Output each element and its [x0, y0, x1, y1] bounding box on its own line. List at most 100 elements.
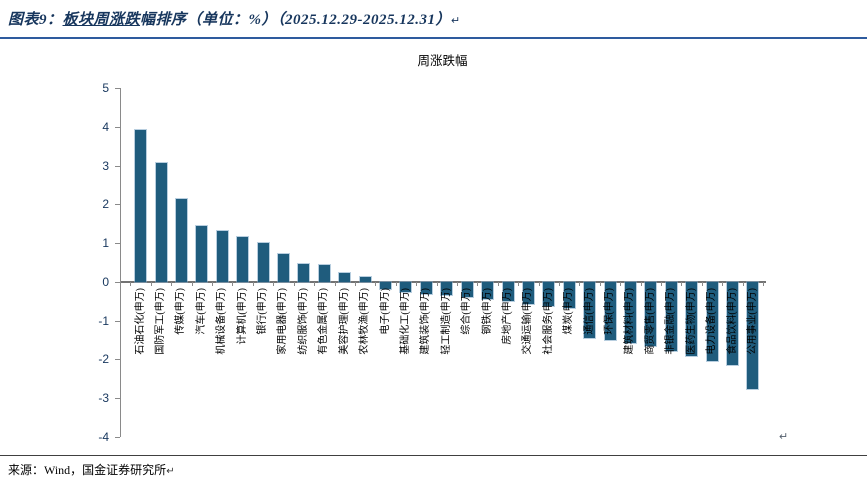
bar	[317, 264, 331, 283]
x-axis-tick	[456, 281, 458, 286]
y-axis-tick-label: -1	[98, 313, 109, 328]
x-axis-tick	[212, 281, 214, 286]
y-axis-tick	[115, 281, 120, 283]
y-axis-tick	[115, 437, 120, 438]
bar	[481, 280, 495, 301]
y-axis-tick-label: 5	[102, 81, 109, 95]
footer-divider	[0, 455, 867, 456]
y-axis-tick	[115, 88, 120, 89]
bar	[746, 280, 760, 390]
x-axis-tick	[599, 281, 601, 286]
y-axis-tick	[115, 243, 120, 245]
x-axis-tick	[171, 281, 173, 286]
x-axis-tick	[191, 281, 193, 286]
bar	[174, 198, 188, 283]
x-axis-tick	[130, 281, 132, 286]
bar	[338, 271, 352, 283]
x-axis-tick	[150, 281, 152, 286]
category-label: 纺织服饰(申万)	[297, 287, 309, 355]
bar	[603, 280, 617, 342]
category-label: 综合(申万)	[461, 287, 473, 335]
category-label: 机械设备(申万)	[216, 287, 228, 355]
category-label: 医药生物(申万)	[685, 287, 697, 355]
category-label: 国防军工(申万)	[155, 287, 166, 355]
category-label: 电子(申万)	[379, 287, 391, 335]
x-axis-tick	[763, 281, 765, 286]
x-axis-tick	[252, 281, 254, 286]
category-label: 通信(申万)	[583, 287, 595, 335]
bar	[501, 280, 515, 303]
category-label: 电力设备(申万)	[706, 287, 718, 355]
bar	[215, 229, 229, 283]
category-label: 煤炭(申万)	[563, 287, 575, 335]
x-axis-tick	[742, 281, 744, 286]
x-axis-tick	[375, 281, 377, 286]
bar	[644, 280, 658, 348]
x-axis-tick	[436, 281, 438, 286]
category-label: 非银金融(申万)	[665, 287, 677, 355]
y-axis-tick-label: -4	[98, 430, 109, 444]
x-axis-tick	[395, 281, 397, 286]
category-label: 钢铁(申万)	[481, 287, 493, 335]
bar	[276, 253, 290, 283]
y-axis-tick	[115, 320, 120, 322]
bar	[195, 224, 209, 283]
y-axis-tick	[115, 126, 120, 128]
header-divider	[0, 37, 867, 39]
figure-caption-prefix: 图表9：	[8, 12, 63, 28]
figure-caption-rest: 幅排序（单位：%）（2025.12.29-2025.12.31）	[140, 12, 452, 28]
x-axis-tick	[579, 281, 581, 286]
category-label: 商贸零售(申万)	[644, 287, 656, 355]
x-axis-tick	[559, 281, 561, 286]
y-axis-tick	[115, 398, 120, 400]
bar	[399, 280, 413, 293]
y-axis-tick-label: -3	[98, 391, 109, 406]
y-axis-tick-label: 2	[102, 197, 109, 212]
x-axis-tick	[232, 281, 234, 286]
bar	[521, 280, 535, 305]
bar	[685, 280, 699, 358]
category-label: 社会服务(申万)	[542, 287, 554, 355]
x-axis-tick	[334, 281, 336, 286]
x-axis-tick	[701, 281, 703, 286]
category-label: 轻工制造(申万)	[440, 287, 452, 355]
category-label: 建筑装饰(申万)	[420, 287, 432, 355]
x-axis-tick	[640, 281, 642, 286]
x-axis-tick	[620, 281, 622, 286]
category-label: 家用电器(申万)	[277, 287, 289, 355]
y-axis-tick-label: 0	[102, 274, 109, 289]
category-label: 农林牧渔(申万)	[359, 287, 371, 355]
bar	[256, 241, 270, 283]
category-label: 房地产(申万)	[502, 287, 513, 345]
x-axis-tick	[518, 281, 520, 286]
category-label: 建筑材料(申万)	[624, 287, 636, 355]
figure-caption-underlined: 板块周涨跌	[62, 12, 141, 28]
bar	[705, 280, 719, 362]
category-label: 传媒(申万)	[175, 287, 187, 335]
x-axis-tick	[661, 281, 663, 286]
category-label: 计算机(申万)	[236, 287, 248, 345]
figure-caption: 图表9：板块周涨跌幅排序（单位：%）（2025.12.29-2025.12.31…	[8, 8, 859, 29]
bar	[134, 128, 148, 283]
category-label: 美容护理(申万)	[338, 287, 350, 355]
bar	[726, 280, 740, 367]
bar	[583, 280, 597, 340]
x-axis-tick	[354, 281, 356, 286]
x-axis-tick	[477, 281, 479, 286]
x-axis-tick	[293, 281, 295, 286]
category-label: 公用事业(申万)	[746, 287, 758, 355]
bar	[562, 280, 576, 310]
bar	[419, 280, 433, 295]
category-label: 食品饮料(申万)	[726, 287, 738, 355]
category-label: 基础化工(申万)	[399, 287, 411, 355]
bar	[297, 263, 311, 283]
x-axis-tick	[416, 281, 418, 286]
y-axis-tick	[115, 204, 120, 206]
y-axis-tick	[115, 165, 120, 167]
category-label: 汽车(申万)	[195, 287, 207, 335]
x-axis-tick	[497, 281, 499, 286]
x-axis-tick	[538, 281, 540, 286]
bar	[542, 280, 556, 307]
category-label: 交通运输(申万)	[522, 287, 534, 355]
